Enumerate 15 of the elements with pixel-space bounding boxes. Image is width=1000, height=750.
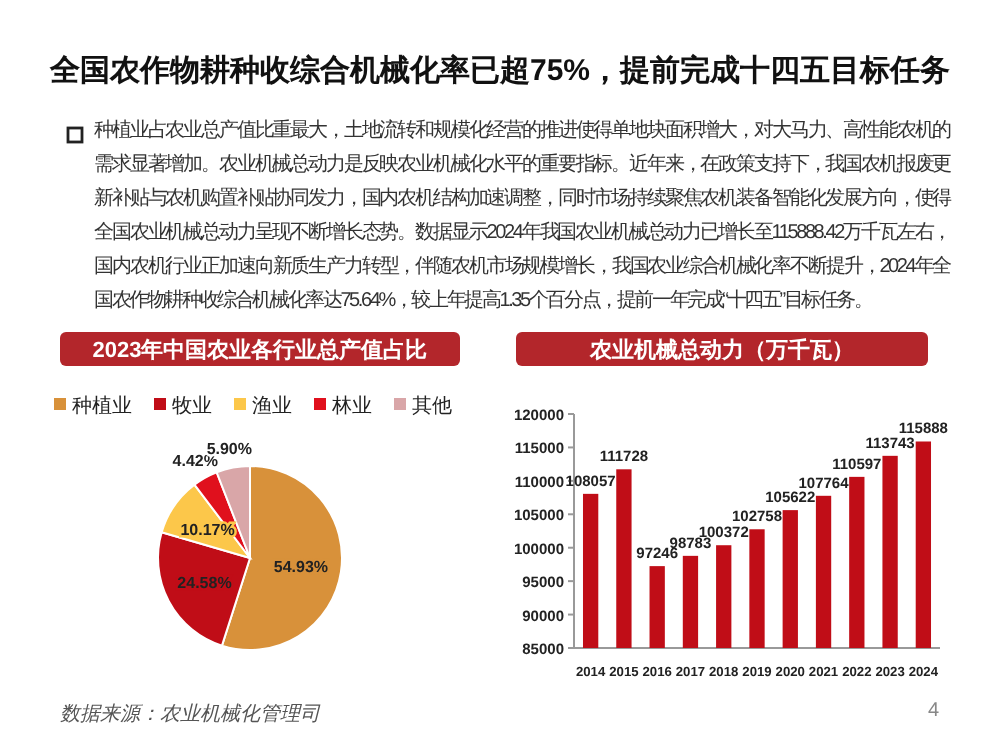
legend-label: 林业 xyxy=(330,394,372,418)
chart-title: 农业机械总动力（万千瓦） xyxy=(588,337,854,363)
data-label: 5.90% xyxy=(206,439,252,458)
data-label: 4.42% xyxy=(172,452,218,471)
source-note: 数据来源：农业机械化管理司 xyxy=(60,701,320,728)
data-label: 54.93% xyxy=(273,557,329,576)
legend-label: 牧业 xyxy=(172,394,212,418)
legend-label: 渔业 xyxy=(252,394,292,418)
text: 全国农作物耕种收综合机械化率已超75%，提前完成十四五目标任务 xyxy=(47,52,953,90)
data-label: 24.58% xyxy=(177,574,232,593)
text: 4 xyxy=(928,700,940,722)
chart-title: 2023年中国农业各行业总产值占比 xyxy=(92,337,428,363)
text: 种植业占农业总产值比重最大，土地流转和规模化经营的推进使得单地块面积增大，对大马力、高性能农机的需求显著增加。农业机械总动力是反映农业机械化水平的重要指标。近年来，在政策支持下，我国农机报废更新补贴与农机购置补贴协同发力，国内农机结构加速调整，同时市场持续聚焦农机装备智能化发展方向，使得全国农业机械总动力呈现不断增长态势。数据显示2024年我国农业机械总动力已增长至115888.42万千瓦左右，国内农机行业正加速向新质生产力转型，伴随农机市场规模增长，我国农业综合机械化率不断提升，2024年全国农作物耕种收综合机械化率达75.64%，较上年提高1.35个百分点，提前一年完成“十四五”目标任务。 xyxy=(94,117,950,316)
legend-label: 种植业 xyxy=(72,394,132,418)
legend-label: 其他 xyxy=(412,394,452,418)
